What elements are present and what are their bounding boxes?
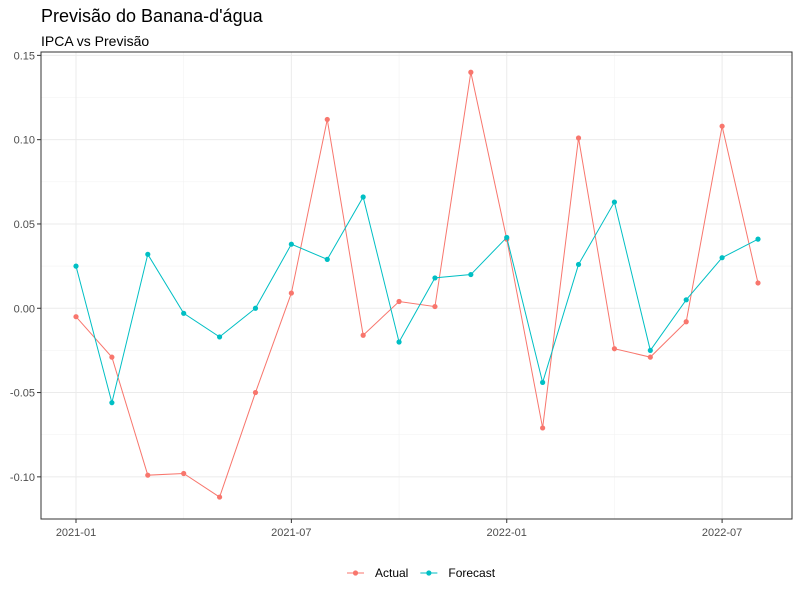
legend: Actual Forecast (347, 566, 496, 580)
point-actual (540, 425, 546, 431)
y-tick-label: 0.05 (14, 219, 35, 231)
point-forecast (647, 347, 653, 354)
grid-major (41, 52, 792, 519)
point-actual (145, 472, 151, 478)
point-actual (683, 319, 689, 325)
point-forecast (719, 255, 725, 261)
legend-key-point-actual (352, 570, 359, 576)
point-actual (252, 389, 259, 396)
y-tick-label: -0.05 (10, 388, 35, 400)
point-actual (216, 494, 223, 500)
legend-label-forecast: Forecast (448, 566, 495, 580)
point-actual (109, 354, 115, 360)
point-forecast (468, 271, 474, 278)
point-actual (288, 290, 294, 296)
legend-label-actual: Actual (375, 566, 408, 580)
y-axis: -0.10 -0.05 0.00 0.05 0.10 0.15 (10, 50, 41, 484)
point-forecast (575, 261, 582, 268)
point-actual (324, 116, 330, 123)
point-actual (647, 354, 653, 360)
point-forecast (504, 234, 510, 241)
x-axis: 2021-01 2021-07 2022-01 2022-07 (56, 519, 742, 539)
y-tick-label: 0.00 (14, 303, 35, 315)
point-actual (181, 470, 187, 477)
point-actual (575, 135, 582, 141)
x-tick-label: 2022-07 (702, 527, 742, 539)
point-forecast (252, 305, 259, 311)
y-tick-label: -0.10 (10, 472, 35, 484)
point-forecast (360, 194, 366, 200)
series-line-actual (75, 72, 759, 498)
point-actual (755, 280, 761, 286)
plot-border (40, 51, 793, 520)
legend-key-point-forecast (426, 570, 432, 576)
point-forecast (109, 400, 115, 406)
point-forecast (216, 334, 223, 340)
point-actual (719, 123, 725, 129)
point-actual (468, 69, 474, 75)
x-tick-label: 2021-07 (271, 527, 311, 539)
point-forecast (181, 310, 187, 316)
point-forecast (396, 339, 402, 345)
y-tick-label: 0.10 (14, 135, 35, 147)
chart-title: Previsão do Banana-d'água (41, 6, 263, 26)
point-forecast (288, 241, 294, 247)
point-forecast (611, 199, 618, 205)
point-actual (360, 332, 366, 338)
point-actual (611, 346, 618, 352)
point-actual (396, 298, 402, 305)
point-actual (432, 303, 438, 310)
series-line-forecast (75, 195, 759, 403)
point-forecast (73, 263, 79, 269)
x-tick-label: 2021-01 (56, 527, 96, 539)
point-forecast (683, 297, 689, 303)
point-forecast (755, 236, 761, 242)
plot-background (41, 52, 792, 519)
x-tick-label: 2022-01 (487, 527, 527, 539)
point-forecast (540, 379, 546, 386)
point-actual (73, 314, 79, 320)
chart-subtitle: IPCA vs Previsão (41, 33, 150, 49)
point-forecast (324, 256, 330, 262)
point-forecast (432, 275, 438, 281)
series-layer (73, 69, 761, 500)
point-forecast (145, 251, 151, 257)
y-tick-label: 0.15 (14, 50, 35, 62)
